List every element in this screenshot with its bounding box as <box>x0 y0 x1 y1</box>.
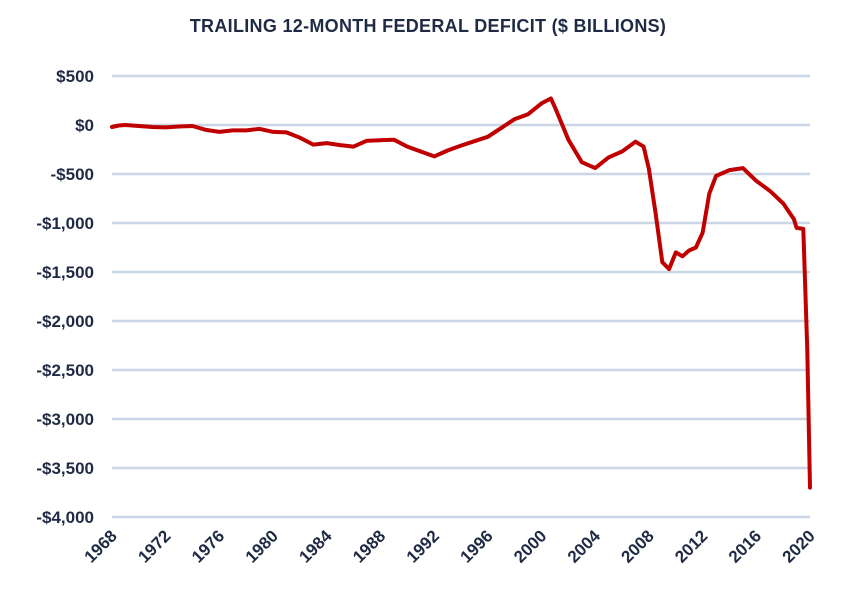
x-tick-label: 2004 <box>564 526 605 567</box>
x-tick-label: 1988 <box>349 526 389 566</box>
x-tick-label: 1984 <box>295 526 336 567</box>
x-tick-label: 2012 <box>671 526 711 566</box>
x-tick-label: 1980 <box>242 526 282 566</box>
x-tick-label: 2000 <box>510 526 550 566</box>
y-tick-label: -$1,000 <box>36 214 94 233</box>
x-tick-label: 2020 <box>779 526 819 566</box>
x-tick-label: 1996 <box>456 526 496 566</box>
grid-layer <box>112 74 810 519</box>
y-axis-ticks: $500 $0 -$500 -$1,000 -$1,500 -$2,000 -$2,500 -… <box>36 67 94 527</box>
x-axis-ticks: 1968 1972 1976 1980 1984 1988 1992 1996 2000 2004… <box>81 526 819 567</box>
x-tick-label: 2016 <box>725 526 765 566</box>
x-tick-label: 1968 <box>81 526 121 566</box>
y-tick-label: -$4,000 <box>36 508 94 527</box>
y-tick-label: -$3,500 <box>36 459 94 478</box>
x-tick-label: 1992 <box>403 526 443 566</box>
y-tick-label: -$1,500 <box>36 263 94 282</box>
y-tick-label: -$2,000 <box>36 312 94 331</box>
x-tick-label: 1976 <box>188 526 228 566</box>
y-tick-label: $500 <box>56 67 94 86</box>
y-tick-label: -$3,000 <box>36 410 94 429</box>
chart-title: TRAILING 12-MONTH FEDERAL DEFICIT ($ BIL… <box>189 16 667 36</box>
x-tick-label: 1972 <box>134 526 174 566</box>
deficit-series-line <box>110 96 812 490</box>
y-tick-label: -$500 <box>51 165 94 184</box>
series-layer <box>110 96 812 490</box>
y-tick-label: $0 <box>75 116 94 135</box>
x-tick-label: 2008 <box>618 526 658 566</box>
y-tick-label: -$2,500 <box>36 361 94 380</box>
